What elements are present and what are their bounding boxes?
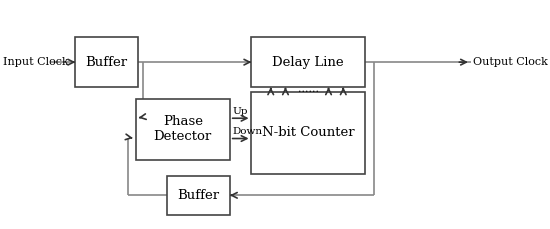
Text: Up: Up — [232, 106, 248, 115]
FancyBboxPatch shape — [136, 98, 230, 160]
Text: Output Clock: Output Clock — [474, 57, 548, 67]
Text: Input Clock: Input Clock — [3, 57, 69, 67]
Text: ......: ...... — [298, 85, 318, 95]
Text: Down: Down — [232, 127, 262, 136]
Text: Phase
Detector: Phase Detector — [153, 115, 212, 143]
FancyBboxPatch shape — [75, 37, 138, 87]
Text: Delay Line: Delay Line — [272, 56, 344, 69]
Text: N-bit Counter: N-bit Counter — [262, 126, 354, 139]
Text: Buffer: Buffer — [177, 189, 219, 202]
FancyBboxPatch shape — [251, 37, 365, 87]
Text: Buffer: Buffer — [86, 56, 128, 69]
FancyBboxPatch shape — [251, 92, 365, 174]
FancyBboxPatch shape — [167, 176, 230, 215]
